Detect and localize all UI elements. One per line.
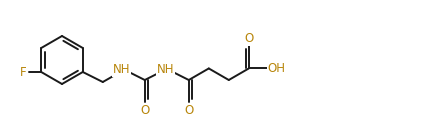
Text: OH: OH	[268, 62, 286, 75]
Text: F: F	[20, 65, 26, 79]
Text: O: O	[244, 32, 253, 45]
Text: NH: NH	[157, 63, 175, 76]
Text: NH: NH	[113, 63, 131, 76]
Text: O: O	[184, 103, 194, 117]
Text: O: O	[140, 103, 150, 117]
